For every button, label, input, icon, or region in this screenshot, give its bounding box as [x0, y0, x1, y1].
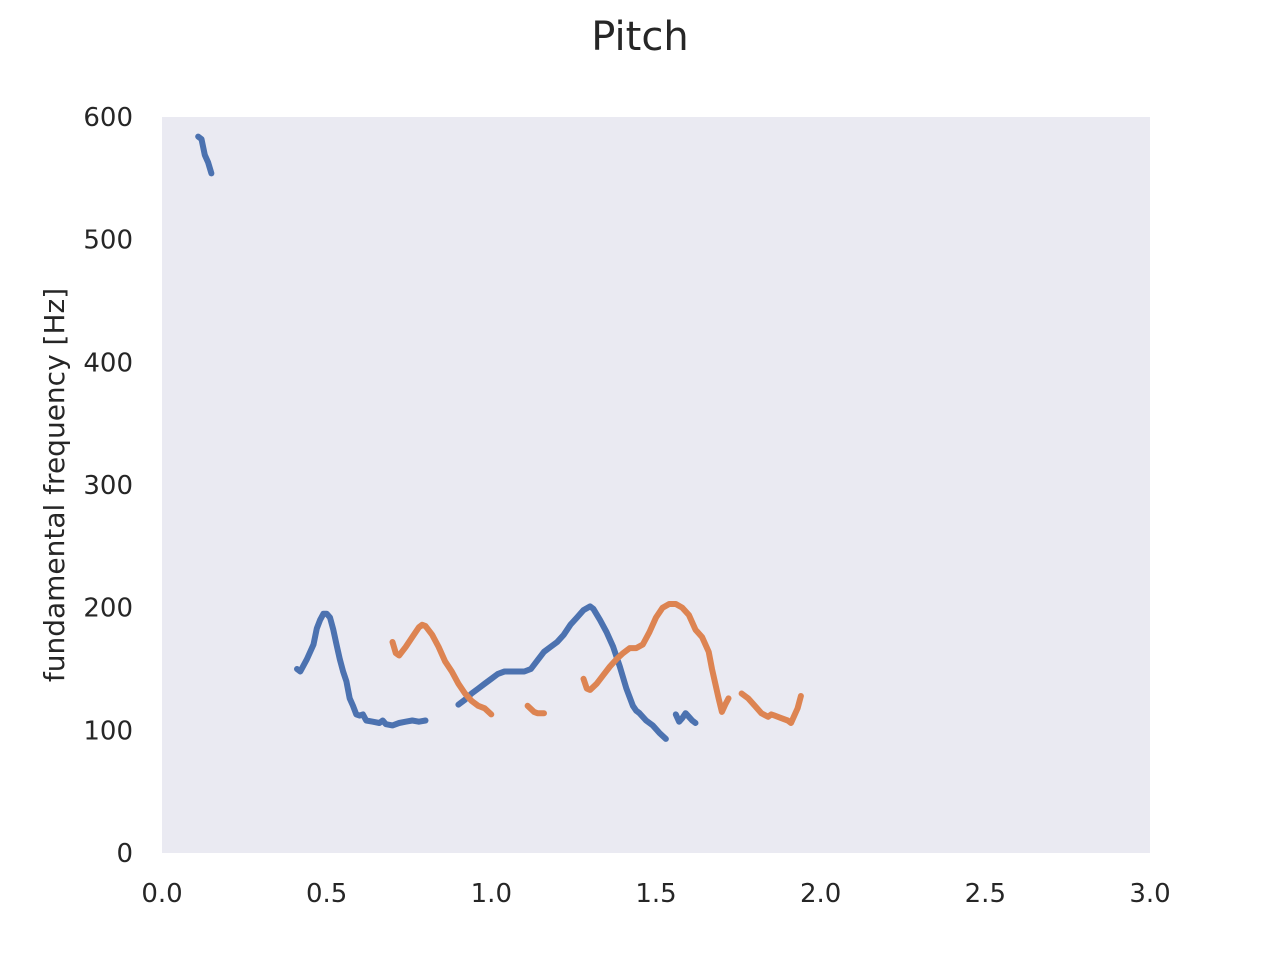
y-tick-label: 200 — [83, 594, 133, 624]
series-1-line — [195, 133, 215, 177]
y-axis-label: fundamental frequency [Hz] — [38, 288, 71, 682]
series-2-line — [389, 621, 495, 718]
x-tick-label: 3.0 — [1129, 879, 1170, 909]
y-tick-label: 300 — [83, 471, 133, 501]
series-1-line — [672, 710, 699, 726]
y-tick-label: 600 — [83, 103, 133, 133]
x-tick-label: 2.5 — [965, 879, 1006, 909]
x-axis-ticks: 0.0 0.5 1.0 1.5 2.0 2.5 3.0 — [141, 879, 1170, 909]
x-tick-label: 0.0 — [141, 879, 182, 909]
x-tick-label: 0.5 — [306, 879, 347, 909]
series-2-line — [580, 601, 732, 715]
series-layer — [195, 133, 804, 742]
y-tick-label: 500 — [83, 226, 133, 256]
y-axis-ticks: 0 100 200 300 400 500 600 — [83, 103, 133, 869]
series-2 — [389, 601, 804, 726]
series-2-line — [738, 690, 804, 726]
y-tick-label: 400 — [83, 348, 133, 378]
x-tick-label: 2.0 — [800, 879, 841, 909]
plot-area — [162, 117, 1150, 853]
x-tick-label: 1.5 — [635, 879, 676, 909]
chart-title: Pitch — [591, 14, 688, 60]
x-tick-label: 1.0 — [471, 879, 512, 909]
series-1-line — [455, 603, 669, 742]
y-tick-label: 100 — [83, 716, 133, 746]
series-2-line — [524, 702, 547, 717]
series-1 — [195, 133, 699, 742]
y-tick-label: 0 — [116, 839, 133, 869]
series-1-line — [294, 610, 429, 729]
